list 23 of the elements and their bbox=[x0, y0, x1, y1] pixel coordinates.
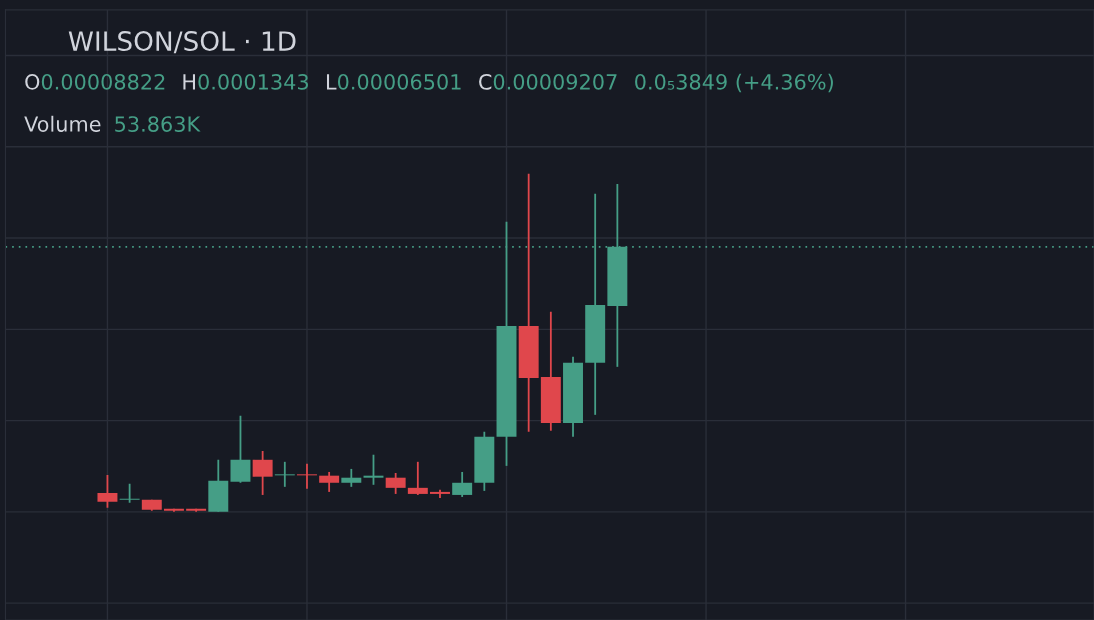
candlestick bbox=[230, 414, 251, 484]
text: L bbox=[326, 74, 337, 90]
candlestick bbox=[452, 471, 473, 498]
text: Volume bbox=[24, 115, 101, 132]
candlestick bbox=[297, 462, 317, 490]
text: O bbox=[25, 73, 40, 90]
text: 0.0001343 bbox=[198, 73, 308, 90]
text: C bbox=[479, 73, 492, 90]
chart-title: WILSON/SOL · 1D bbox=[68, 31, 296, 54]
candlestick bbox=[363, 453, 384, 486]
candlestick bbox=[319, 471, 340, 493]
text: 0.00008822 bbox=[41, 73, 165, 90]
candlestick bbox=[385, 472, 406, 495]
text: 0.00009207 bbox=[493, 73, 617, 90]
candlestick bbox=[252, 450, 273, 496]
text: 0.0₅3849 (+4.36%) bbox=[635, 73, 833, 93]
candlestick bbox=[119, 482, 140, 504]
candlestick bbox=[274, 460, 295, 488]
candlestick bbox=[97, 474, 118, 509]
candlestick bbox=[407, 460, 428, 496]
text: 53.863K bbox=[115, 116, 201, 132]
text: H bbox=[183, 74, 195, 90]
text: 0.00006501 bbox=[337, 73, 461, 90]
